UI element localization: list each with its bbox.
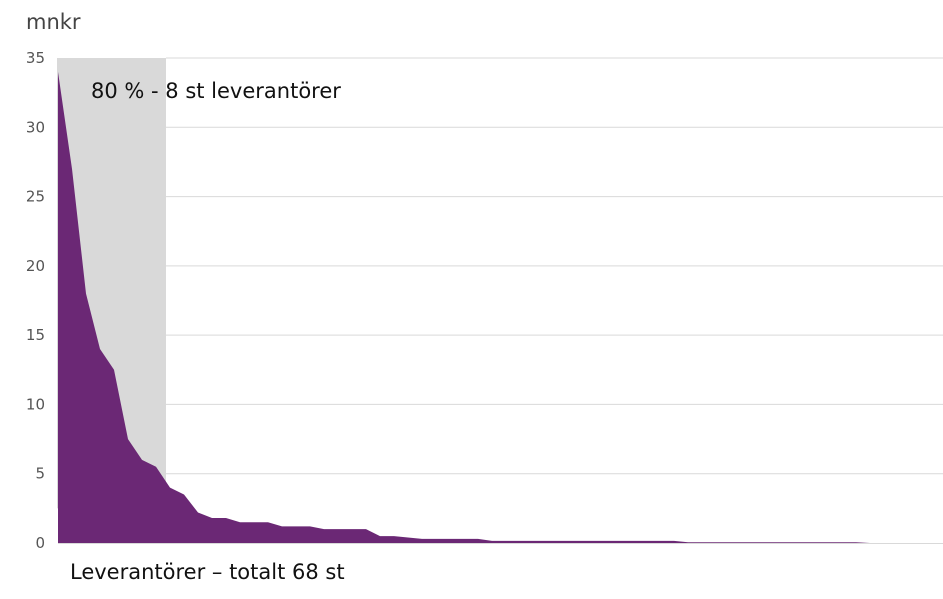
y-tick-label: 30 <box>26 118 45 136</box>
y-tick-label: 15 <box>26 326 45 344</box>
area-series <box>58 71 940 543</box>
y-tick-label: 25 <box>26 188 45 206</box>
y-tick-label: 0 <box>35 534 45 552</box>
y-tick-label: 10 <box>26 395 45 413</box>
y-tick-label: 20 <box>26 257 45 275</box>
y-tick-label: 35 <box>26 49 45 67</box>
y-tick-label: 5 <box>35 465 45 483</box>
y-axis-unit-label: mnkr <box>26 10 81 34</box>
highlight-annotation: 80 % - 8 st leverantörer <box>91 79 341 103</box>
x-axis-label: Leverantörer – totalt 68 st <box>70 560 345 584</box>
